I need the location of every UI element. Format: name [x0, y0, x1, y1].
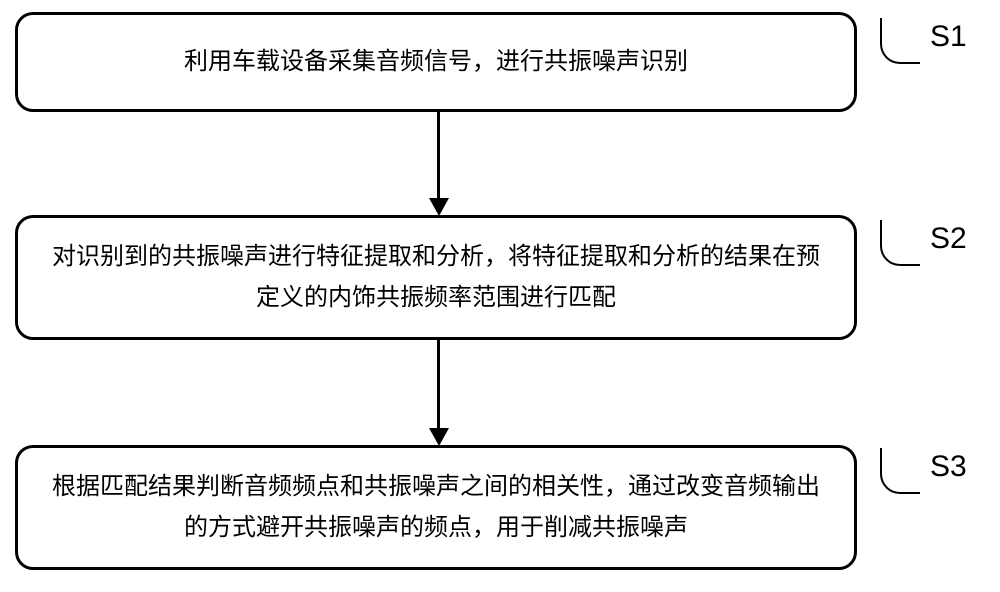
- step-label-s2: S2: [930, 222, 967, 256]
- label-connector-s2: [880, 220, 920, 266]
- flow-node-s3: 根据匹配结果判断音频频点和共振噪声之间的相关性，通过改变音频输出的方式避开共振噪…: [15, 445, 857, 570]
- label-connector-s3: [880, 448, 920, 494]
- flow-node-s1-text: 利用车载设备采集音频信号，进行共振噪声识别: [184, 42, 688, 83]
- flow-node-s2: 对识别到的共振噪声进行特征提取和分析，将特征提取和分析的结果在预定义的内饰共振频…: [15, 215, 857, 340]
- flow-node-s2-text: 对识别到的共振噪声进行特征提取和分析，将特征提取和分析的结果在预定义的内饰共振频…: [48, 237, 824, 319]
- flowchart-canvas: 利用车载设备采集音频信号，进行共振噪声识别 S1 对识别到的共振噪声进行特征提取…: [0, 0, 1000, 592]
- flow-node-s3-text: 根据匹配结果判断音频频点和共振噪声之间的相关性，通过改变音频输出的方式避开共振噪…: [48, 467, 824, 549]
- arrow-s2-s3-line: [437, 340, 440, 428]
- step-label-s1: S1: [930, 20, 967, 54]
- arrow-s2-s3-head: [429, 428, 449, 446]
- label-connector-s1: [880, 18, 920, 64]
- arrow-s1-s2-line: [437, 112, 440, 198]
- step-label-s3: S3: [930, 450, 967, 484]
- arrow-s1-s2-head: [429, 198, 449, 216]
- flow-node-s1: 利用车载设备采集音频信号，进行共振噪声识别: [15, 12, 857, 112]
